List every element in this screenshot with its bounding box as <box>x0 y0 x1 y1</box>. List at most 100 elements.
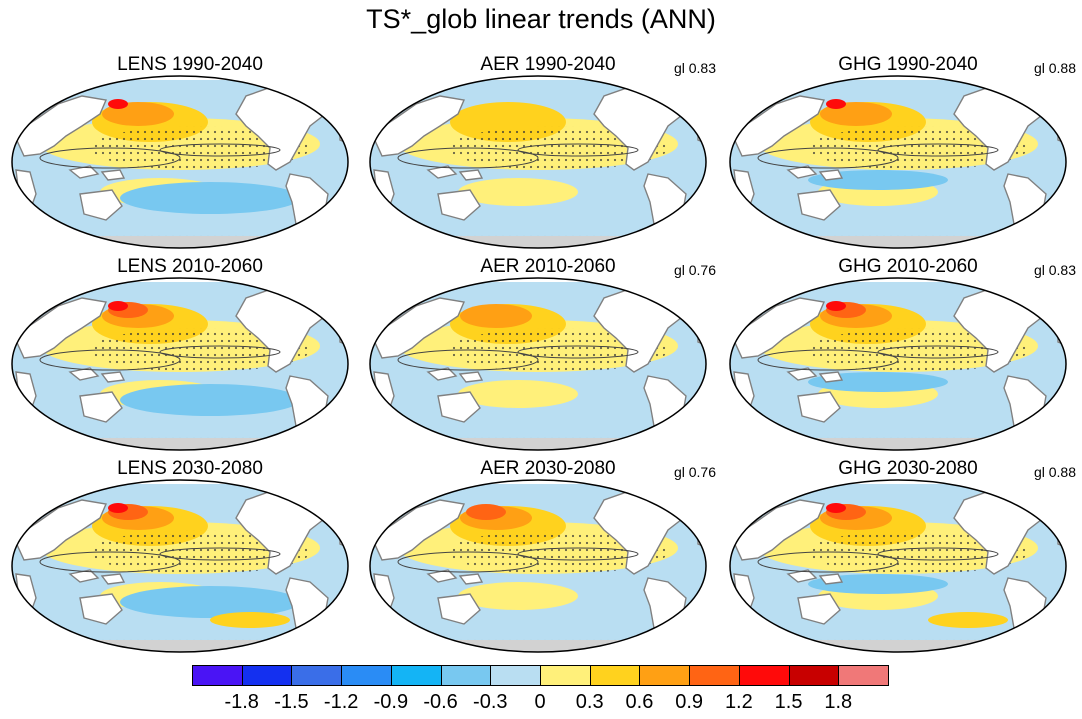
trend-anomaly-region <box>460 304 532 328</box>
map-panel: GHG 2030-2080 gl 0.88 <box>728 458 1082 654</box>
trend-anomaly-region <box>108 301 128 311</box>
continent-outline <box>797 189 841 221</box>
continent-outline <box>679 283 701 307</box>
continent-outline <box>818 573 844 585</box>
colorbar-bin <box>490 665 541 686</box>
colorbar-tick-label: -1.2 <box>323 691 359 713</box>
pattern-correlation: gl 0.76 <box>673 464 716 480</box>
significance-stippling <box>808 126 1028 170</box>
colorbar-bin <box>540 665 591 686</box>
climatology-contour <box>877 547 999 561</box>
significance-stippling <box>90 530 310 574</box>
trend-anomaly-region <box>120 182 300 214</box>
climatology-contour <box>757 147 899 169</box>
pattern-correlation: gl 0.88 <box>1033 464 1076 480</box>
panel-title: GHG 2010-2060 <box>838 256 978 277</box>
colorbar-bin <box>639 665 691 686</box>
map-border <box>11 479 349 653</box>
map-panel: LENS 2030-2080 <box>10 458 370 654</box>
colorbar-bin <box>440 665 492 686</box>
map-border <box>729 277 1067 451</box>
arctic-land <box>370 480 706 484</box>
arctic-land <box>12 76 348 80</box>
continent-outline <box>797 593 841 625</box>
panel-title: AER 2010-2060 <box>480 256 616 277</box>
continent-outline <box>679 81 701 105</box>
colorbar-tick-label: -0.3 <box>473 691 508 713</box>
panel-title: AER 2030-2080 <box>480 458 616 479</box>
colorbar-bin <box>788 665 840 686</box>
continent-outline <box>321 81 343 105</box>
colorbar-bin <box>390 665 442 686</box>
robinson-map <box>729 277 1067 451</box>
map-panel: GHG 1990-2040 gl 0.88 <box>728 54 1082 250</box>
climatology-contour <box>159 345 281 359</box>
continent-outline <box>1039 81 1061 105</box>
colorbar <box>192 665 889 687</box>
colorbar-tick-label: -0.9 <box>373 691 409 713</box>
significance-stippling <box>808 328 1028 372</box>
map-panel: GHG 2010-2060 gl 0.83 <box>728 256 1082 452</box>
continent-outline <box>100 573 126 585</box>
climatology-contour <box>757 551 899 573</box>
climatology-contour <box>397 551 539 573</box>
colorbar-tick-label: -0.6 <box>423 691 458 713</box>
colorbar-tick-label: 0.9 <box>675 691 704 713</box>
colorbar-tick-label: 0.6 <box>625 691 654 713</box>
panel-title: LENS 2010-2060 <box>117 256 263 277</box>
trend-anomaly-region <box>826 99 846 109</box>
climatology-contour <box>159 143 281 157</box>
trend-anomaly-region <box>120 384 300 416</box>
continent-outline <box>371 499 465 561</box>
continent-outline <box>79 391 123 423</box>
continent-outline <box>731 297 825 359</box>
arctic-land <box>12 480 348 484</box>
trend-anomaly-region <box>210 612 290 628</box>
climatology-contour <box>397 349 539 371</box>
arctic-land <box>730 278 1066 282</box>
map-border <box>369 277 707 451</box>
continent-outline <box>818 371 844 383</box>
climatology-contour <box>39 147 181 169</box>
colorbar-bin <box>689 665 740 686</box>
colorbar-bin <box>738 665 790 686</box>
trend-anomaly-region <box>458 582 578 610</box>
trend-anomaly-region <box>108 503 128 513</box>
colorbar-bin <box>341 665 392 686</box>
map-panel: LENS 1990-2040 <box>10 54 370 250</box>
arctic-land <box>730 76 1066 80</box>
trend-anomaly-region <box>458 380 578 408</box>
climatology-contour <box>517 143 639 157</box>
colorbar-tick-label: 1.2 <box>724 691 753 713</box>
climatology-contour <box>877 143 999 157</box>
climatology-contour <box>517 345 639 359</box>
trend-anomaly-region <box>458 178 578 206</box>
continent-outline <box>818 169 844 181</box>
trend-anomaly-region <box>466 504 506 520</box>
continent-outline <box>79 189 123 221</box>
continent-outline <box>100 371 126 383</box>
continent-outline <box>437 189 481 221</box>
continent-outline <box>13 95 107 157</box>
trend-anomaly-region <box>808 372 948 392</box>
significance-stippling <box>448 530 668 574</box>
continent-outline <box>458 573 484 585</box>
significance-stippling <box>808 530 1028 574</box>
continent-outline <box>1039 283 1061 307</box>
map-border <box>729 479 1067 653</box>
continent-outline <box>731 95 825 157</box>
colorbar-tick-label: 1.5 <box>774 691 803 713</box>
continent-outline <box>371 95 465 157</box>
arctic-land <box>12 278 348 282</box>
continent-outline <box>321 485 343 509</box>
climatology-contour <box>39 349 181 371</box>
map-panel: LENS 2010-2060 <box>10 256 370 452</box>
continent-outline <box>797 391 841 423</box>
trend-anomaly-region <box>808 574 948 594</box>
panel-title: GHG 2030-2080 <box>838 458 978 479</box>
climatology-contour <box>757 349 899 371</box>
colorbar-bin <box>192 665 243 686</box>
climatology-contour <box>397 147 539 169</box>
continent-outline <box>13 499 107 561</box>
map-panel: AER 1990-2040 gl 0.83 <box>368 54 728 250</box>
